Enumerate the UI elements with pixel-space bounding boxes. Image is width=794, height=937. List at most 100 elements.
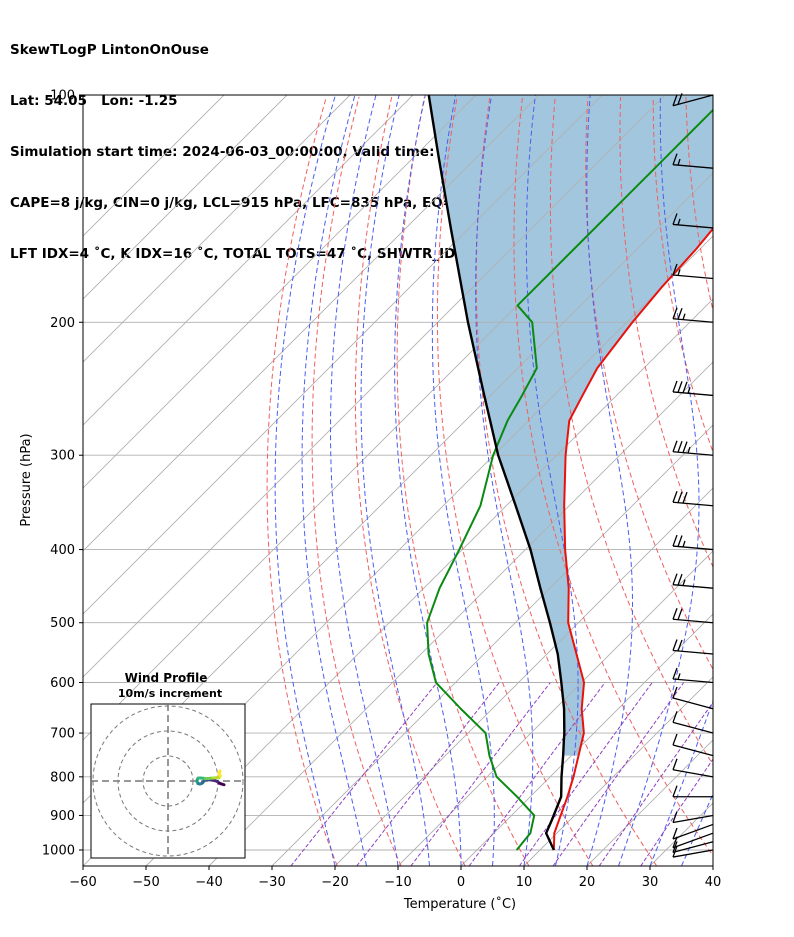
moist-adiabat <box>330 95 399 866</box>
wind-barb-flag <box>672 836 678 848</box>
inset-plot <box>91 704 245 858</box>
location-line: Lat: 54.05 Lon: -1.25 <box>10 93 178 109</box>
y-tick-label: 200 <box>50 316 75 331</box>
wind-barb-flag <box>672 785 678 797</box>
wind-barb-half <box>682 579 686 586</box>
wind-barb-flag <box>672 811 678 823</box>
wind-barb-flag <box>677 491 683 503</box>
mixing-ratio-line <box>640 758 713 866</box>
wind-barb-flag <box>672 94 678 106</box>
wind-barb <box>672 697 714 710</box>
moist-adiabat <box>586 95 634 866</box>
mixing-ratio-line <box>356 682 500 866</box>
isotherm-line <box>460 613 713 866</box>
isotherm-line <box>145 298 713 866</box>
dry-adiabat <box>619 96 713 569</box>
wind-barb-flag <box>672 380 678 393</box>
x-tick-label: 0 <box>457 875 465 890</box>
inset-subtitle: 10m/s increment <box>118 687 222 700</box>
wind-barb-flag <box>682 381 688 394</box>
wind-barb-flag <box>672 827 678 840</box>
dry-adiabat <box>685 96 713 313</box>
x-tick-label: −40 <box>195 875 222 890</box>
wind-barb <box>672 501 714 507</box>
moist-adiabat <box>431 95 495 866</box>
dry-adiabat <box>784 97 794 866</box>
wind-barb-flag <box>672 153 678 165</box>
wind-barb <box>672 678 714 684</box>
wind-barb-flag <box>672 639 678 651</box>
temperature-profile <box>552 227 713 851</box>
wind-barb <box>672 649 714 655</box>
wind-barb-flag <box>672 686 678 699</box>
wind-barb-flag <box>672 573 678 585</box>
isotherm-line <box>83 95 288 300</box>
wind-barb-half <box>677 673 681 680</box>
moist-adiabat <box>360 95 430 866</box>
wind-barb <box>672 94 714 107</box>
y-axis-label: Pressure (hPa) <box>19 433 34 526</box>
wind-barb <box>672 274 714 280</box>
wind-barb-half <box>687 446 691 454</box>
moist-adiabat <box>712 864 713 866</box>
moist-adiabat <box>274 95 336 866</box>
wind-barb-flag <box>677 307 683 320</box>
moist-adiabat <box>618 95 700 866</box>
axes: −60 −50 −40 −30 −20 −10 0 10 20 30 40 100 200 300 400 5… <box>42 89 721 891</box>
parcel-profile <box>427 95 566 851</box>
wind-barb <box>672 584 714 589</box>
wind-barb-half <box>682 540 686 548</box>
wind-barb <box>672 164 714 169</box>
wind-barb <box>672 721 714 734</box>
y-tick-label: 1000 <box>42 844 75 859</box>
wind-barb-flag <box>672 534 678 547</box>
x-tick-label: 10 <box>516 875 533 890</box>
mixing-ratio-line <box>468 682 606 866</box>
x-axis-label: Temperature (˚C) <box>403 896 516 912</box>
chart-title: SkewTLogP LintonOnOuse <box>10 42 209 58</box>
isotherm-line <box>83 95 666 678</box>
isotherm-line <box>712 865 713 866</box>
wind-barb-half <box>677 158 681 166</box>
isotherm-line <box>83 95 225 237</box>
x-tick-label: −60 <box>69 875 96 890</box>
wind-barb-flag <box>672 733 678 746</box>
y-tick-label: 500 <box>50 616 75 631</box>
mixing-ratio-line <box>410 682 551 866</box>
wind-barb-flag <box>682 441 688 453</box>
dry-adiabat <box>436 96 594 866</box>
wind-barb <box>672 849 714 858</box>
y-tick-label: 400 <box>50 543 75 558</box>
moist-adiabat <box>681 792 713 866</box>
y-tick-label: 300 <box>50 449 75 464</box>
wind-barb-flag <box>682 491 688 504</box>
wind-barb <box>672 451 714 456</box>
moist-adiabat <box>394 95 462 866</box>
cape-shading <box>428 95 713 756</box>
wind-barb-flag <box>672 491 678 503</box>
wind-barb <box>672 832 714 849</box>
inset-title: Wind Profile <box>125 671 208 685</box>
isotherm-line <box>397 550 713 866</box>
x-tick-label: −50 <box>132 875 159 890</box>
wind-barb-flag <box>672 263 678 276</box>
x-tick-label: 30 <box>642 875 659 890</box>
wind-barb-flag <box>677 608 683 620</box>
wind-barb <box>672 841 714 854</box>
wind-barb <box>672 545 714 551</box>
mixing-ratio-line <box>519 682 653 866</box>
wind-barb-flag <box>672 608 678 620</box>
wind-barb-half <box>687 387 691 394</box>
x-tick-label: −30 <box>258 875 285 890</box>
dry-adiabat <box>513 96 713 857</box>
y-tick-label: 800 <box>50 770 75 785</box>
y-tick-label: 600 <box>50 676 75 691</box>
wind-barb-flag <box>672 711 678 723</box>
dry-adiabat <box>719 97 794 866</box>
isotherm-line <box>83 95 414 426</box>
dry-adiabat <box>549 96 713 766</box>
hodograph-segment <box>217 769 222 775</box>
isotherm-line <box>523 676 713 866</box>
y-tick-label: 100 <box>50 89 75 104</box>
